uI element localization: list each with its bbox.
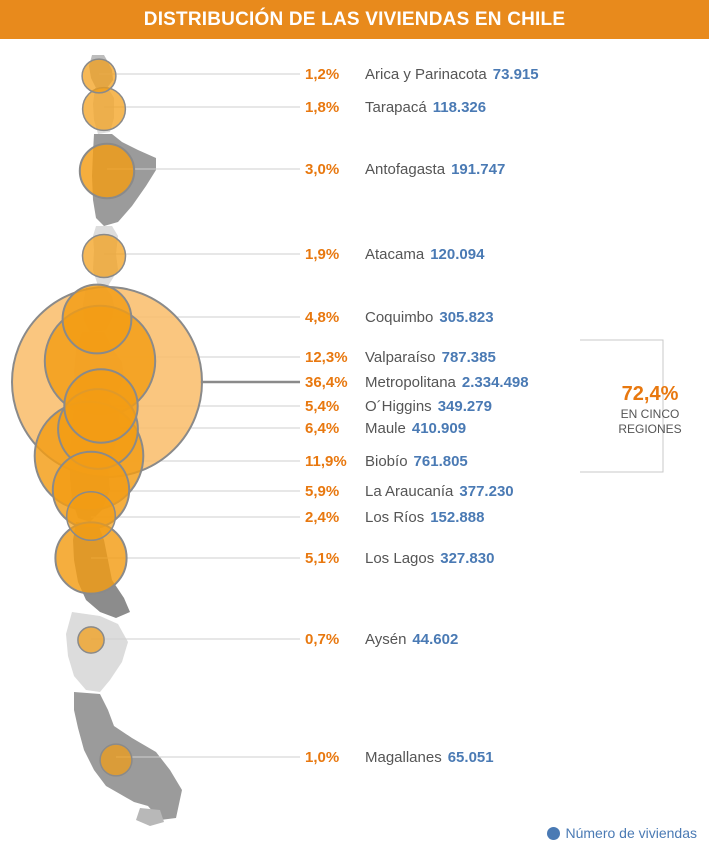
total-percent: 72,4% bbox=[621, 383, 679, 405]
region-row: 5,1% Los Lagos 327.830 bbox=[305, 548, 494, 568]
five-regions-total: 72,4% EN CINCO REGIONES bbox=[610, 383, 690, 436]
region-row: 2,4% Los Ríos 152.888 bbox=[305, 507, 484, 527]
region-value: 2.334.498 bbox=[461, 373, 529, 391]
region-row: 36,4% Metropolitana 2.334.498 bbox=[305, 372, 529, 392]
bubbles bbox=[11, 58, 203, 777]
region-row: 5,4% O´Higgins 349.279 bbox=[305, 396, 492, 416]
region-name: Metropolitana bbox=[365, 373, 456, 391]
bubble-atacama bbox=[81, 233, 127, 279]
legend-label: Número de viviendas bbox=[565, 825, 697, 841]
region-percent: 2,4% bbox=[305, 508, 340, 526]
region-row: 3,0% Antofagasta 191.747 bbox=[305, 159, 505, 179]
region-value: 152.888 bbox=[430, 508, 485, 526]
five-regions-bracket bbox=[580, 339, 664, 473]
region-value: 44.602 bbox=[412, 630, 459, 648]
total-caption-line1: EN CINCO bbox=[620, 407, 680, 421]
region-name: Biobío bbox=[365, 452, 408, 470]
region-name: La Araucanía bbox=[365, 482, 454, 500]
chart-title: DISTRIBUCIÓN DE LAS VIVIENDAS EN CHILE bbox=[143, 8, 566, 30]
bubble-magallanes bbox=[99, 743, 133, 777]
legend-dot-icon bbox=[547, 826, 561, 840]
region-percent: 11,9% bbox=[305, 452, 347, 470]
region-value: 120.094 bbox=[430, 245, 485, 263]
region-value: 65.051 bbox=[447, 748, 494, 766]
region-percent: 4,8% bbox=[305, 308, 340, 326]
region-percent: 36,4% bbox=[305, 373, 348, 391]
region-value: 327.830 bbox=[440, 549, 495, 567]
region-percent: 6,4% bbox=[305, 419, 340, 437]
total-caption-line2: REGIONES bbox=[618, 422, 682, 436]
region-row: 1,8% Tarapacá 118.326 bbox=[305, 97, 486, 117]
region-percent: 3,0% bbox=[305, 160, 340, 178]
region-value: 305.823 bbox=[439, 308, 494, 326]
region-name: Maule bbox=[365, 419, 406, 437]
region-value: 761.805 bbox=[413, 452, 468, 470]
bubble-tarapac- bbox=[81, 86, 127, 132]
region-percent: 1,2% bbox=[305, 65, 340, 83]
region-row: 5,9% La Araucanía 377.230 bbox=[305, 481, 514, 501]
region-value: 118.326 bbox=[432, 98, 487, 116]
region-row: 6,4% Maule 410.909 bbox=[305, 418, 466, 438]
region-name: Atacama bbox=[365, 245, 425, 263]
region-name: Antofagasta bbox=[365, 160, 446, 178]
region-name: Los Lagos bbox=[365, 549, 435, 567]
region-percent: 1,8% bbox=[305, 98, 340, 116]
bubble-o-higgins bbox=[63, 368, 139, 444]
region-row: 1,2% Arica y Parinacota 73.915 bbox=[305, 64, 539, 84]
bubble-los-r-os bbox=[65, 490, 117, 542]
region-row: 1,9% Atacama 120.094 bbox=[305, 244, 484, 264]
title-bar: DISTRIBUCIÓN DE LAS VIVIENDAS EN CHILE bbox=[0, 0, 709, 39]
region-value: 410.909 bbox=[411, 419, 467, 437]
region-name: Arica y Parinacota bbox=[365, 65, 487, 83]
region-value: 787.385 bbox=[441, 348, 496, 366]
region-value: 349.279 bbox=[437, 397, 492, 415]
region-name: Valparaíso bbox=[365, 348, 436, 366]
region-row: 0,7% Aysén 44.602 bbox=[305, 629, 458, 649]
region-name: Magallanes bbox=[365, 748, 442, 766]
region-row: 11,9% Biobío 761.805 bbox=[305, 451, 468, 471]
region-name: Tarapacá bbox=[365, 98, 427, 116]
region-percent: 12,3% bbox=[305, 348, 348, 366]
region-row: 4,8% Coquimbo 305.823 bbox=[305, 307, 494, 327]
legend: Número de viviendas bbox=[547, 825, 697, 841]
bubble-arica-y-parinacota bbox=[81, 58, 117, 94]
region-percent: 1,0% bbox=[305, 748, 340, 766]
region-value: 377.230 bbox=[459, 482, 514, 500]
region-percent: 5,4% bbox=[305, 397, 340, 415]
bubble-ays-n bbox=[77, 626, 105, 654]
region-name: Aysén bbox=[365, 630, 407, 648]
region-name: O´Higgins bbox=[365, 397, 432, 415]
region-name: Los Ríos bbox=[365, 508, 425, 526]
region-percent: 5,1% bbox=[305, 549, 340, 567]
region-percent: 1,9% bbox=[305, 245, 340, 263]
region-percent: 5,9% bbox=[305, 482, 340, 500]
region-row: 12,3% Valparaíso 787.385 bbox=[305, 347, 496, 367]
bubble-coquimbo bbox=[61, 283, 133, 355]
region-percent: 0,7% bbox=[305, 630, 340, 648]
region-value: 73.915 bbox=[492, 65, 539, 83]
region-value: 191.747 bbox=[451, 160, 506, 178]
chile-map-chart bbox=[11, 55, 664, 826]
region-name: Coquimbo bbox=[365, 308, 434, 326]
region-row: 1,0% Magallanes 65.051 bbox=[305, 747, 494, 767]
bubble-antofagasta bbox=[78, 142, 136, 200]
